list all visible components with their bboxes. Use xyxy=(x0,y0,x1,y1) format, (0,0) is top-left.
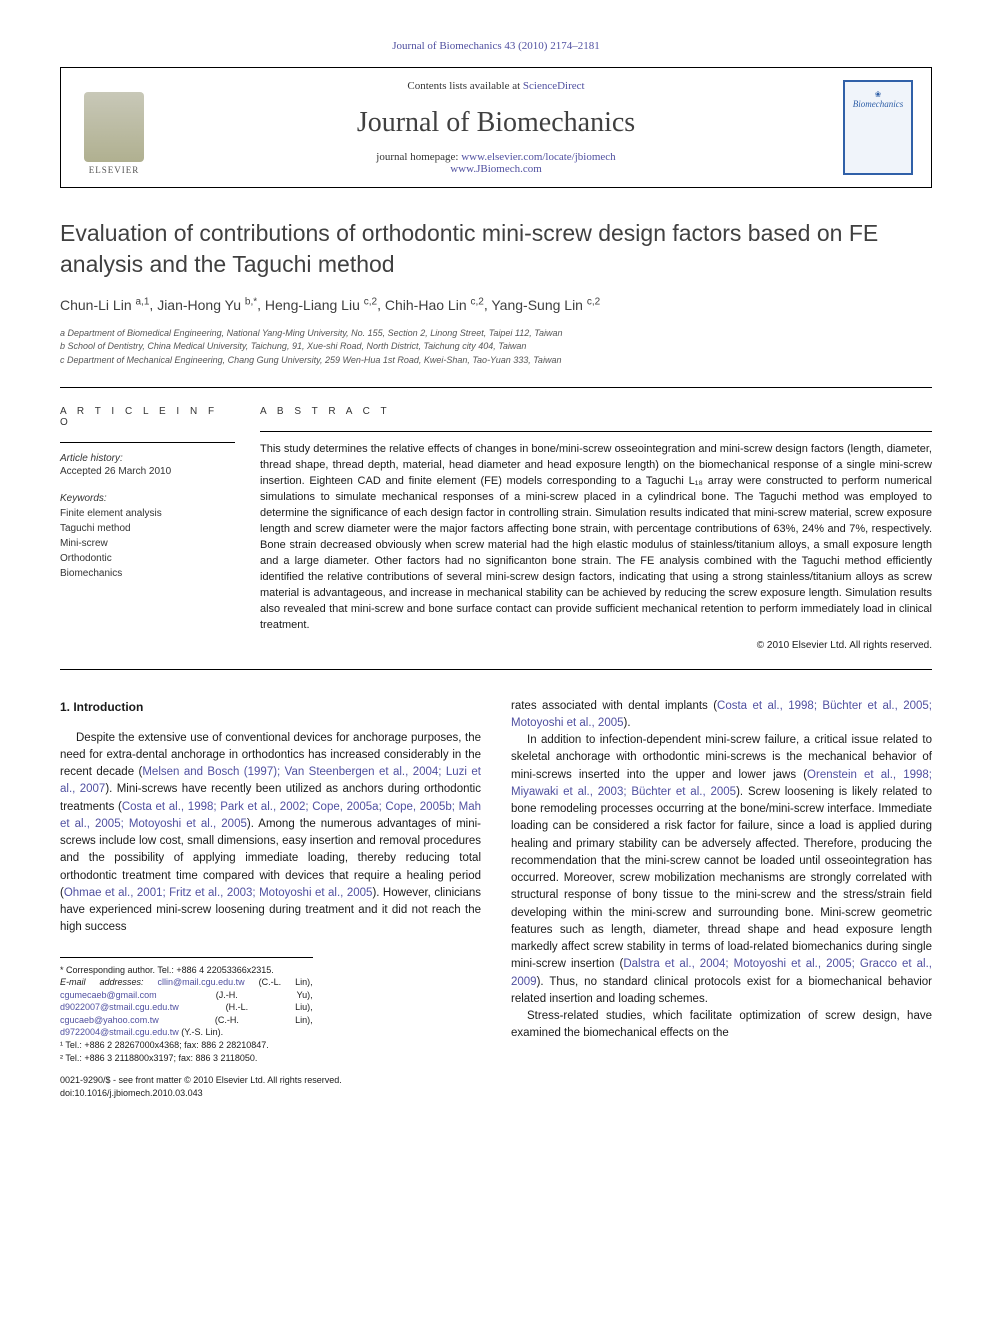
author-sup: a,1 xyxy=(136,296,150,307)
elsevier-tree-icon xyxy=(84,92,144,162)
homepage-link-2[interactable]: www.JBiomech.com xyxy=(450,163,542,175)
affiliations: a Department of Biomedical Engineering, … xyxy=(60,327,932,368)
tel-note-2: ² Tel.: +886 3 2118800x3197; fax: 886 3 … xyxy=(60,1052,313,1065)
journal-homepage: journal homepage: www.elsevier.com/locat… xyxy=(159,151,833,175)
tel-note-1: ¹ Tel.: +886 2 28267000x4368; fax: 886 2… xyxy=(60,1039,313,1052)
elsevier-label: ELSEVIER xyxy=(89,165,140,175)
abstract-label: A B S T R A C T xyxy=(260,406,932,417)
author-4: Yang-Sung Lin c,2 xyxy=(491,297,600,313)
email-prefix: E-mail addresses: xyxy=(60,977,157,987)
intro-paragraph-1: Despite the extensive use of conventiona… xyxy=(60,730,481,937)
body-column-right: rates associated with dental implants (C… xyxy=(511,698,932,1100)
body-columns: 1. Introduction Despite the extensive us… xyxy=(60,698,932,1100)
flower-icon: ❀ xyxy=(875,90,882,99)
author-name: Heng-Liang Liu xyxy=(265,297,360,313)
author-name: Chun-Li Lin xyxy=(60,297,132,313)
abstract-text: This study determines the relative effec… xyxy=(260,442,932,633)
author-name: Chih-Hao Lin xyxy=(385,297,467,313)
corresponding-note: * Corresponding author. Tel.: +886 4 220… xyxy=(60,964,313,977)
doi-line: doi:10.1016/j.jbiomech.2010.03.043 xyxy=(60,1087,481,1100)
journal-cover-thumb: ❀ Biomechanics xyxy=(843,80,913,175)
text-run: rates associated with dental implants ( xyxy=(511,700,717,712)
email-link[interactable]: cgumecaeb@gmail.com xyxy=(60,990,157,1000)
author-sup: c,2 xyxy=(364,296,377,307)
article-title: Evaluation of contributions of orthodont… xyxy=(60,218,932,280)
keyword: Finite element analysis xyxy=(60,506,235,521)
author-0: Chun-Li Lin a,1 xyxy=(60,297,149,313)
email-who: (C.-L. Lin), xyxy=(245,977,313,987)
author-sup: c,2 xyxy=(471,296,484,307)
affiliation-b: b School of Dentistry, China Medical Uni… xyxy=(60,340,932,354)
front-matter-line: 0021-9290/$ - see front matter © 2010 El… xyxy=(60,1074,481,1087)
author-sup: b,* xyxy=(245,296,257,307)
intro-paragraph-2: In addition to infection-dependent mini-… xyxy=(511,732,932,1008)
author-name: Jian-Hong Yu xyxy=(157,297,241,313)
sciencedirect-link[interactable]: ScienceDirect xyxy=(523,80,585,92)
keywords-list: Finite element analysis Taguchi method M… xyxy=(60,506,235,581)
abstract-column: A B S T R A C T This study determines th… xyxy=(260,406,932,650)
contents-line: Contents lists available at ScienceDirec… xyxy=(159,80,833,92)
keyword: Mini-screw xyxy=(60,536,235,551)
email-who: (H.-L. Liu), xyxy=(179,1002,313,1012)
author-sup: c,2 xyxy=(587,296,600,307)
citation-link[interactable]: Ohmae et al., 2001; Fritz et al., 2003; … xyxy=(64,887,373,899)
intro-paragraph-3: Stress-related studies, which facilitate… xyxy=(511,1008,932,1043)
journal-header-box: ELSEVIER Contents lists available at Sci… xyxy=(60,67,932,188)
elsevier-logo: ELSEVIER xyxy=(79,80,149,175)
article-info-label: A R T I C L E I N F O xyxy=(60,406,235,428)
keyword: Biomechanics xyxy=(60,566,235,581)
contents-prefix: Contents lists available at xyxy=(407,80,522,92)
email-link[interactable]: d9022007@stmail.cgu.edu.tw xyxy=(60,1002,179,1012)
affiliation-a: a Department of Biomedical Engineering, … xyxy=(60,327,932,341)
email-line: E-mail addresses: cllin@mail.cgu.edu.tw … xyxy=(60,976,313,1039)
email-link[interactable]: cgucaeb@yahoo.com.tw xyxy=(60,1015,159,1025)
bottom-meta: 0021-9290/$ - see front matter © 2010 El… xyxy=(60,1074,481,1099)
abstract-copyright: © 2010 Elsevier Ltd. All rights reserved… xyxy=(260,640,932,651)
keyword: Orthodontic xyxy=(60,551,235,566)
affiliation-c: c Department of Mechanical Engineering, … xyxy=(60,354,932,368)
text-run: ). Screw loosening is likely related to … xyxy=(511,786,932,971)
email-link[interactable]: d9722004@stmail.cgu.edu.tw xyxy=(60,1027,179,1037)
text-run: Stress-related studies, which facilitate… xyxy=(511,1010,932,1039)
homepage-prefix: journal homepage: xyxy=(376,151,461,163)
info-abstract-row: A R T I C L E I N F O Article history: A… xyxy=(60,406,932,650)
author-3: Chih-Hao Lin c,2 xyxy=(385,297,484,313)
text-run: ). xyxy=(624,717,631,729)
divider-bottom xyxy=(60,669,932,670)
header-center: Contents lists available at ScienceDirec… xyxy=(149,80,843,175)
cover-journal-label: Biomechanics xyxy=(853,99,903,109)
author-1: Jian-Hong Yu b,* xyxy=(157,297,257,313)
article-info-column: A R T I C L E I N F O Article history: A… xyxy=(60,406,260,650)
homepage-link-1[interactable]: www.elsevier.com/locate/jbiomech xyxy=(461,151,615,163)
divider-top xyxy=(60,387,932,388)
author-list: Chun-Li Lin a,1, Jian-Hong Yu b,*, Heng-… xyxy=(60,296,932,313)
email-link[interactable]: cllin@mail.cgu.edu.tw xyxy=(157,977,244,987)
citation-header: Journal of Biomechanics 43 (2010) 2174–2… xyxy=(60,40,932,52)
intro-paragraph-1-cont: rates associated with dental implants (C… xyxy=(511,698,932,733)
keywords-title: Keywords: xyxy=(60,493,235,504)
text-run: ). Thus, no standard clinical protocols … xyxy=(511,976,932,1005)
author-name: Yang-Sung Lin xyxy=(491,297,583,313)
email-who: (Y.-S. Lin). xyxy=(179,1027,223,1037)
footnotes: * Corresponding author. Tel.: +886 4 220… xyxy=(60,957,313,1065)
email-who: (J.-H. Yu), xyxy=(157,990,313,1000)
author-2: Heng-Liang Liu c,2 xyxy=(265,297,377,313)
email-who: (C.-H. Lin), xyxy=(159,1015,313,1025)
body-column-left: 1. Introduction Despite the extensive us… xyxy=(60,698,481,1100)
journal-name: Journal of Biomechanics xyxy=(159,107,833,139)
keyword: Taguchi method xyxy=(60,521,235,536)
history-date: Accepted 26 March 2010 xyxy=(60,466,235,477)
history-title: Article history: xyxy=(60,453,235,464)
section-heading-intro: 1. Introduction xyxy=(60,698,481,716)
